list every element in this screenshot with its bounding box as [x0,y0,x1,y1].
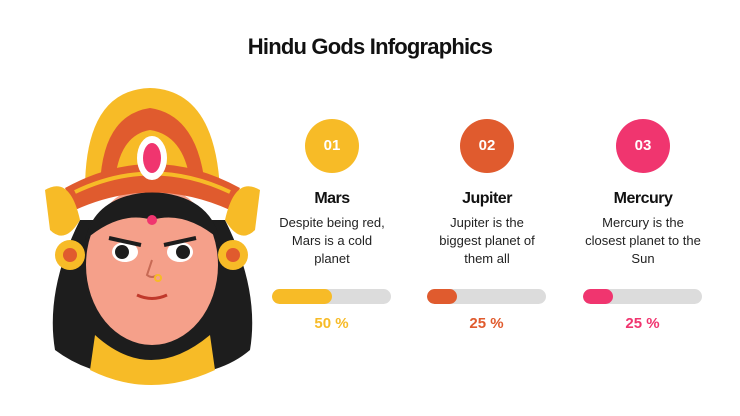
progress-track [583,289,702,304]
goddess-illustration [45,88,260,385]
progress-fill [272,289,332,304]
item-column: 01 Mars Despite being red, Mars is a cold … [267,119,397,268]
progress-label: 25 % [625,315,660,332]
item-number: 01 [305,119,359,173]
item-column: 03 Mercury Mercury is the closest planet t… [578,119,708,268]
progress-label: 25 % [469,315,504,332]
progress-label: 50 % [314,315,349,332]
progress-track [272,289,391,304]
item-name: Mars [314,190,350,207]
item-description: Jupiter is the biggest planet of them al… [439,215,535,266]
item-number: 02 [460,119,514,173]
item-number: 03 [616,119,670,173]
item-name: Jupiter [462,190,512,207]
progress-track [427,289,546,304]
progress-fill [427,289,457,304]
item-description: Despite being red, Mars is a cold planet [279,215,385,266]
item-name: Mercury [613,190,673,207]
progress-fill [583,289,613,304]
slide-title: Hindu Gods Infographics [247,34,493,59]
item-column: 02 Jupiter Jupiter is the biggest planet o… [422,119,552,268]
item-description: Mercury is the closest planet to the Sun [585,215,701,266]
